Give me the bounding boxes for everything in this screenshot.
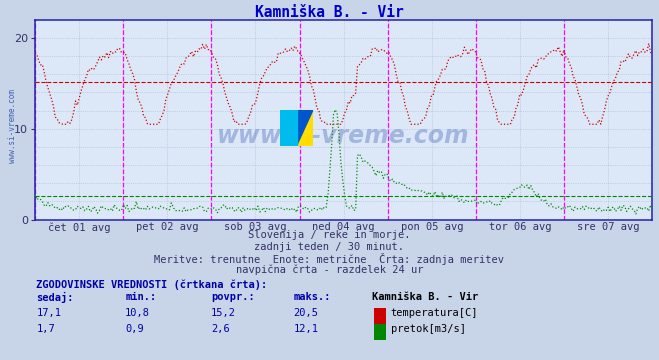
- Text: 20,5: 20,5: [293, 308, 318, 318]
- Text: 12,1: 12,1: [293, 324, 318, 334]
- Text: Kamniška B. - Vir: Kamniška B. - Vir: [372, 292, 478, 302]
- Text: Slovenija / reke in morje.: Slovenija / reke in morje.: [248, 230, 411, 240]
- Text: navpična črta - razdelek 24 ur: navpična črta - razdelek 24 ur: [236, 265, 423, 275]
- Text: www.si-vreme.com: www.si-vreme.com: [217, 124, 470, 148]
- Text: 1,7: 1,7: [36, 324, 55, 334]
- Text: min.:: min.:: [125, 292, 156, 302]
- Text: www.si-vreme.com: www.si-vreme.com: [8, 89, 17, 163]
- Text: maks.:: maks.:: [293, 292, 331, 302]
- Text: povpr.:: povpr.:: [211, 292, 254, 302]
- Text: Kamniška B. - Vir: Kamniška B. - Vir: [255, 5, 404, 21]
- Text: ZGODOVINSKE VREDNOSTI (črtkana črta):: ZGODOVINSKE VREDNOSTI (črtkana črta):: [36, 279, 268, 289]
- Text: 2,6: 2,6: [211, 324, 229, 334]
- Text: 17,1: 17,1: [36, 308, 61, 318]
- Text: zadnji teden / 30 minut.: zadnji teden / 30 minut.: [254, 242, 405, 252]
- Text: sedaj:: sedaj:: [36, 292, 74, 303]
- Text: pretok[m3/s]: pretok[m3/s]: [391, 324, 466, 334]
- Text: 15,2: 15,2: [211, 308, 236, 318]
- Text: 10,8: 10,8: [125, 308, 150, 318]
- Text: Meritve: trenutne  Enote: metrične  Črta: zadnja meritev: Meritve: trenutne Enote: metrične Črta: …: [154, 253, 505, 265]
- Polygon shape: [280, 110, 297, 146]
- Polygon shape: [297, 110, 313, 146]
- Text: 0,9: 0,9: [125, 324, 144, 334]
- Text: temperatura[C]: temperatura[C]: [391, 308, 478, 318]
